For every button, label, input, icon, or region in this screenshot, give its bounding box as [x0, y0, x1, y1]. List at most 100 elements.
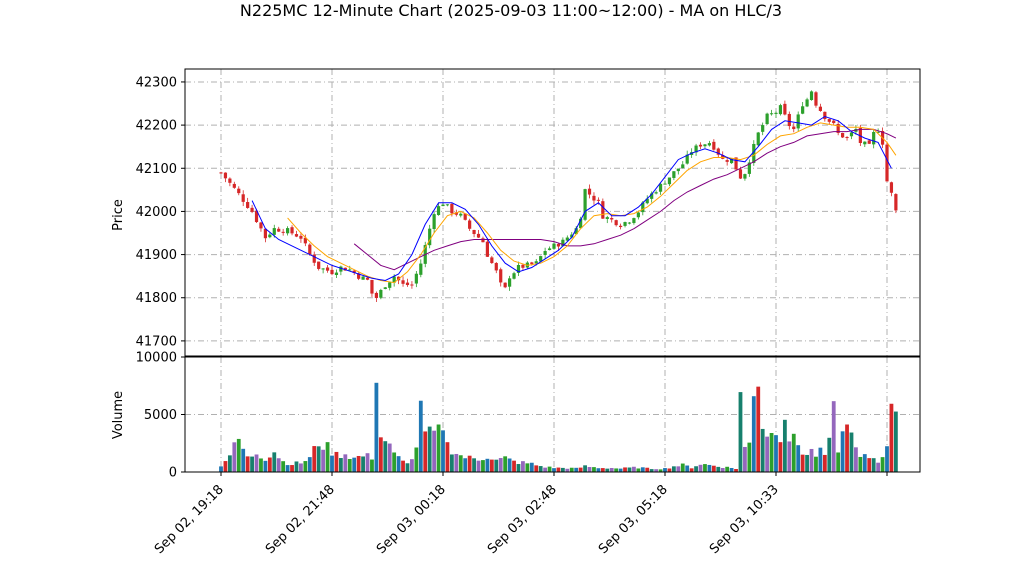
candle-body: [530, 262, 534, 264]
volume-axis-label: Volume: [111, 391, 126, 439]
volume-bar: [574, 467, 579, 472]
volume-bar: [285, 465, 290, 472]
volume-bar: [232, 442, 237, 472]
volume-bar: [849, 432, 854, 472]
candle-body: [663, 183, 667, 185]
volume-bar: [529, 462, 534, 472]
volume-bar: [445, 442, 450, 472]
candle-body: [392, 276, 396, 283]
candle-body: [317, 261, 321, 269]
x-tick-label: Sep 03, 02:48: [485, 482, 560, 557]
candle-body: [321, 268, 325, 270]
volume-bar: [711, 465, 716, 472]
candle-body: [627, 222, 632, 224]
volume-bar: [680, 463, 685, 472]
volume-bar: [760, 428, 765, 472]
volume-bar: [809, 448, 814, 472]
candle-body: [783, 103, 787, 115]
candle-body: [574, 228, 578, 235]
candle-body: [485, 241, 489, 257]
candle-body: [428, 228, 432, 246]
volume-bar: [676, 466, 681, 472]
candle-body: [658, 183, 663, 192]
volume-bar: [569, 467, 574, 472]
candle-body: [827, 119, 831, 122]
candle-body: [623, 222, 627, 226]
candle-body: [774, 112, 778, 114]
candle-body: [681, 164, 685, 169]
candle-body: [641, 202, 645, 213]
candle-body: [885, 144, 889, 182]
candle-body: [579, 218, 583, 229]
ma-slow-line: [353, 128, 897, 271]
volume-bar: [725, 466, 730, 472]
candle-body: [547, 248, 552, 251]
volume-bar: [307, 457, 312, 472]
volume-bar: [818, 447, 823, 472]
volume-bar: [636, 468, 641, 472]
candle-body: [357, 273, 361, 279]
candle-body: [601, 201, 605, 219]
candle-body: [334, 272, 339, 276]
candle-body: [712, 141, 716, 150]
volume-bar: [330, 455, 334, 472]
price-panel-frame: [184, 68, 921, 357]
volume-bar: [481, 460, 485, 472]
volume-bar: [392, 452, 397, 472]
volume-bar: [290, 465, 294, 472]
volume-bar: [778, 442, 783, 472]
volume-bar: [592, 467, 596, 472]
volume-bar: [370, 459, 374, 472]
volume-bar: [609, 467, 614, 472]
volume-bar: [236, 438, 241, 472]
candle-body: [365, 277, 370, 280]
candle-body: [703, 144, 707, 147]
volume-bar: [738, 392, 743, 472]
candle-body: [246, 202, 250, 208]
candle-body: [303, 237, 307, 244]
volume-bar: [716, 466, 721, 472]
candle-body: [801, 106, 805, 114]
volume-bar: [556, 467, 561, 472]
price-grid: [185, 69, 920, 356]
candle-body: [619, 225, 623, 228]
volume-bar: [245, 456, 250, 472]
candle-body: [539, 256, 543, 262]
candle-body: [410, 284, 414, 286]
volume-bar: [259, 458, 263, 472]
volume-bar: [782, 419, 787, 472]
volume-tick-label: 0: [169, 466, 177, 481]
volume-bar: [645, 467, 650, 472]
candle-body: [294, 234, 299, 237]
volume-bar: [734, 468, 738, 472]
volume-bar: [729, 467, 734, 472]
candle-body: [836, 123, 840, 133]
volume-bar: [800, 454, 805, 472]
candle-body: [286, 228, 290, 234]
candle-body: [450, 203, 454, 214]
candle-body: [379, 289, 383, 298]
volume-bar: [449, 454, 454, 472]
volume-bar: [685, 465, 690, 472]
volume-bar: [707, 464, 712, 472]
candle-body: [747, 162, 751, 174]
volume-bar: [618, 468, 623, 472]
candle-body: [374, 292, 378, 299]
volume-bar: [747, 442, 752, 472]
candle-body: [468, 220, 472, 229]
candle-body: [503, 282, 507, 288]
candle-body: [743, 174, 747, 179]
volume-bar: [387, 443, 392, 472]
volume-bar: [276, 458, 281, 472]
candle-body: [414, 273, 418, 284]
candle-body: [241, 194, 245, 202]
candle-body: [312, 254, 316, 263]
candle-body: [694, 145, 698, 153]
volume-bar: [458, 455, 463, 472]
candle-body: [685, 154, 689, 164]
volume-bar: [605, 468, 610, 472]
candle-body: [348, 269, 352, 271]
candle-body: [805, 99, 809, 107]
volume-bar: [836, 452, 841, 472]
